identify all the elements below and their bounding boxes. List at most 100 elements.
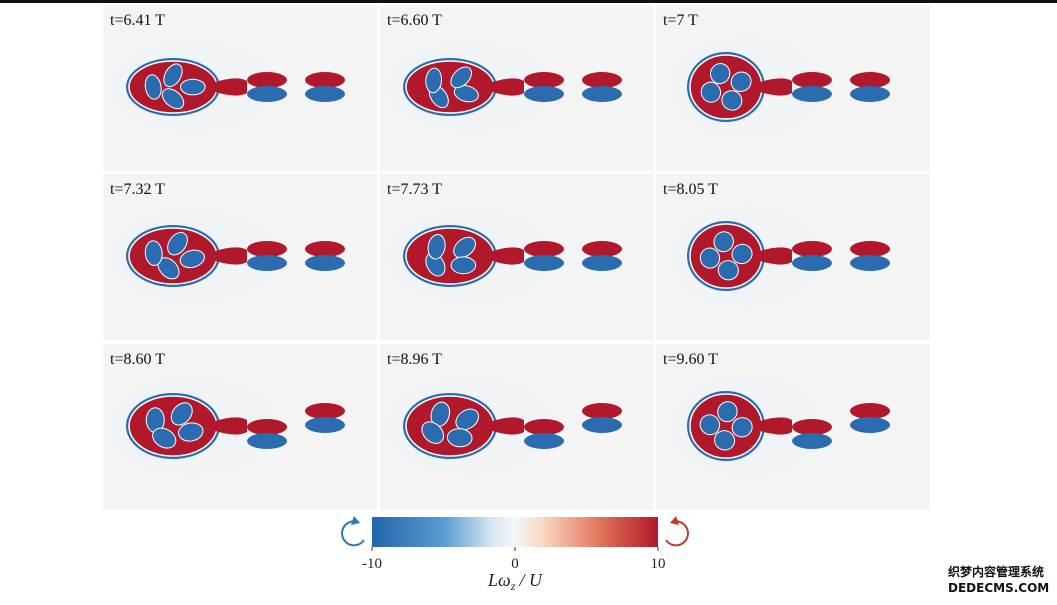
wake-tail [757,78,792,96]
wake-tail [212,78,247,96]
panel-label: t=6.60 T [387,12,442,29]
wake-vortex-neg [247,255,287,271]
wake-vortex-pos [524,241,564,257]
inner-vortex [425,67,443,94]
wake-vortex-pos [850,72,890,88]
wake-vortex-neg [305,86,345,102]
wake-vortex-pos [305,241,345,257]
wake-vortex-neg [305,417,345,433]
wake-tail [212,417,247,435]
panel-label: t=8.96 T [387,351,442,368]
wake-vortex-neg [850,417,890,433]
wake-vortex-neg [524,433,564,449]
panel: t=6.41 T [103,5,377,171]
panel: t=7.73 T [380,174,654,340]
inner-vortex [421,421,445,444]
inner-vortex [167,232,188,256]
inner-vortex [450,66,472,89]
wake-vortex-neg [850,255,890,271]
panel-label: t=9.60 T [663,351,718,368]
inner-vortex [717,401,738,423]
wake-vortex-pos [792,241,832,257]
panel-label: t=8.05 T [663,181,718,198]
panel: t=9.60 T [656,344,930,510]
wake-vortex-pos [792,419,832,435]
inner-vortex [714,430,736,451]
body [689,54,763,120]
wake-tail [757,247,792,265]
inner-vortex [170,402,193,426]
watermark-line2: DEDECMS.COM [948,581,1049,595]
wake-vortex-neg [850,86,890,102]
top-bar [0,0,1057,3]
inner-vortex [179,78,206,96]
colorbar-tick-label: 10 [651,556,666,572]
inner-vortex [453,236,476,259]
panel-label: t=7.32 T [110,181,165,198]
wake-vortex-pos [247,241,287,257]
wake-vortex-neg [524,255,564,271]
colorbar: Lωz / U -10 0 10 [341,516,689,593]
panel-grid: t=6.41 T t=6.60 T t=7 T t=7.32 T t=7.73 T t=8… [103,5,930,510]
wake-vortex-neg [305,255,345,271]
wake-vortex-pos [850,403,890,419]
panel-label: t=6.41 T [110,12,165,29]
body [405,60,495,114]
wake-vortex-pos [850,241,890,257]
wake-tail [212,247,247,265]
inner-vortex [453,84,479,103]
inner-vortex [450,256,477,275]
inner-vortex [717,260,739,281]
wake-vortex-pos [247,72,287,88]
wake-vortex-neg [247,86,287,102]
wake-tail [489,417,524,435]
inner-vortex [731,243,753,265]
wake-vortex-neg [792,433,832,449]
inner-vortex [699,247,721,269]
watermark-line1: 织梦内容管理系统 [948,564,1044,579]
colorbar-gradient [372,517,658,547]
colorbar-tick-label: 0 [511,556,519,572]
panel: t=8.96 T [380,344,654,510]
inner-vortex [446,428,473,448]
wake-vortex-neg [582,86,622,102]
inner-vortex [709,63,731,85]
inner-vortex [427,233,446,260]
wake-vortex-pos [247,419,287,435]
inner-vortex [178,422,204,442]
inner-vortex [731,417,753,438]
body [405,395,495,457]
panel: t=8.05 T [656,174,930,340]
inner-vortex [161,88,185,110]
wake-vortex-neg [247,433,287,449]
panel: t=6.60 T [380,5,654,171]
wake-vortex-pos [524,419,564,435]
inner-vortex [163,63,183,88]
wake-vortex-pos [582,241,622,257]
inner-vortex [144,74,162,100]
panel: t=7 T [656,5,930,171]
wake-vortex-pos [305,403,345,419]
cw-arrow [341,520,365,547]
inner-vortex [699,414,721,436]
colorbar-tick-label: -10 [362,556,382,572]
body [405,227,495,285]
inner-vortex [455,408,480,431]
panel: t=7.32 T [103,174,377,340]
wake-tail [489,78,524,96]
panel-label: t=7 T [663,12,698,29]
panel: t=8.60 T [103,344,377,510]
wake-vortex-neg [792,255,832,271]
colorbar-label: Lωz / U [487,570,543,593]
wake-vortex-neg [792,86,832,102]
wake-vortex-neg [582,417,622,433]
wake-vortex-neg [524,86,564,102]
inner-vortex [179,249,205,269]
inner-vortex [730,71,752,93]
wake-tail [757,417,792,435]
inner-vortex [152,427,177,449]
inner-vortex [721,90,743,111]
wake-vortex-pos [792,72,832,88]
ccw-arrowhead [670,516,679,525]
